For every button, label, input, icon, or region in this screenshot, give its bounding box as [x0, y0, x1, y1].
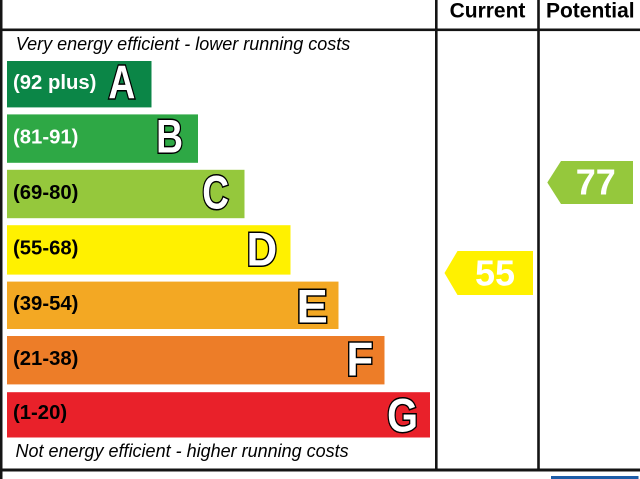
svg-text:55: 55: [475, 253, 515, 294]
svg-text:(69-80): (69-80): [13, 182, 78, 204]
svg-text:(55-68): (55-68): [13, 237, 78, 259]
svg-text:D: D: [247, 223, 278, 276]
svg-text:(21-38): (21-38): [13, 348, 78, 370]
svg-text:(92 plus): (92 plus): [13, 72, 96, 94]
svg-text:(39-54): (39-54): [13, 293, 78, 315]
svg-text:(81-91): (81-91): [13, 127, 78, 149]
svg-text:F: F: [347, 333, 374, 386]
svg-text:(1-20): (1-20): [13, 402, 67, 424]
svg-text:Current: Current: [450, 0, 526, 23]
svg-text:77: 77: [576, 161, 616, 202]
svg-text:G: G: [387, 389, 418, 442]
svg-text:C: C: [202, 166, 229, 219]
svg-text:Very energy efficient - lower: Very energy efficient - lower running co…: [16, 34, 351, 54]
svg-text:E: E: [297, 279, 328, 332]
svg-text:Potential: Potential: [546, 0, 635, 23]
svg-text:A: A: [108, 56, 135, 109]
svg-text:Not energy efficient - higher: Not energy efficient - higher running co…: [16, 441, 349, 461]
svg-text:B: B: [156, 109, 183, 162]
